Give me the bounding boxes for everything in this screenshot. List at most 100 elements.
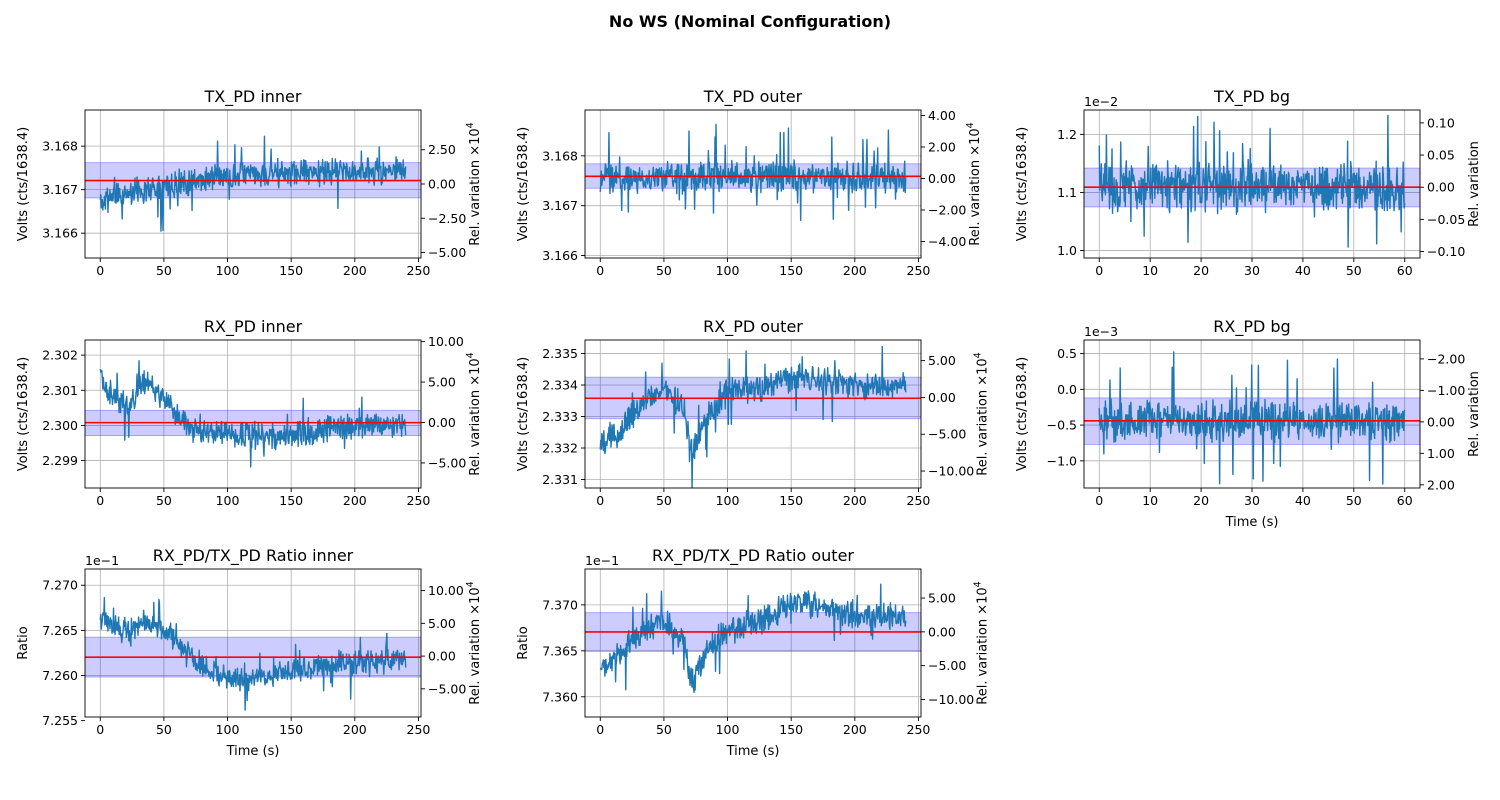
y2-tick-label: 5.00 [928, 591, 956, 606]
subplot-tx-outer: 0 50 100 150 200 250 3.166 3.167 3.168 −4.00 −2.00… [516, 87, 983, 278]
x-tick-label: 40 [1295, 493, 1311, 508]
y-tick-label: 7.370 [542, 597, 578, 612]
y2-axis-label-exponent: 4 [973, 581, 984, 587]
y-axis-label: Volts (cts/1638.4) [1015, 127, 1030, 241]
x-tick-label: 20 [1193, 263, 1209, 278]
y-tick-label: −1.0 [1047, 453, 1077, 468]
axes-frame [584, 339, 922, 489]
y2-tick-label: 10.00 [428, 583, 464, 598]
signal-series [99, 596, 407, 711]
subplot-tx-inner: 0 50 100 150 200 250 3.166 3.167 3.168 −5.00 −2.50… [16, 87, 483, 278]
y-offset-label: 1e−1 [585, 553, 619, 568]
y2-tick-label: −10.00 [928, 692, 974, 707]
y-tick-label: 3.166 [542, 248, 578, 263]
grid [585, 569, 921, 717]
y2-axis-label: Rel. variation [1467, 141, 1482, 227]
y2-tick-label: 0.05 [1427, 148, 1455, 163]
y2-axis-label: Rel. variation [1467, 371, 1482, 457]
x-tick-label: 50 [156, 263, 172, 278]
y2-tick-label: 0.00 [928, 171, 956, 186]
x-tick-label: 250 [407, 493, 431, 508]
y-tick-label: 2.299 [42, 453, 78, 468]
x-axis-label: Time (s) [226, 744, 280, 759]
y2-tick-label: −0.05 [1427, 212, 1465, 227]
subplot-title: RX_PD/TX_PD Ratio inner [153, 546, 354, 566]
y-tick-label: 7.255 [42, 713, 78, 728]
subplot-title: RX_PD inner [204, 317, 303, 337]
x-tick-label: 200 [343, 722, 367, 737]
y2-tick-label: −10.00 [928, 464, 974, 479]
x-tick-label: 50 [156, 722, 172, 737]
y2-axis-label-exponent: 4 [465, 122, 476, 128]
y2-axis-label-exponent: 4 [965, 122, 976, 128]
y2-tick-label: −1.00 [1427, 383, 1465, 398]
signal-series [99, 135, 407, 232]
y-tick-label: 2.331 [542, 472, 578, 487]
x-axis-label: Time (s) [1225, 515, 1279, 530]
subplot-ratio-inner: 0 50 100 150 200 250 7.255 7.260 7.265 7.270 −5.00… [16, 546, 483, 759]
subplot-tx-bg: 0 10 20 30 40 50 60 1.0 1.1 1.2 −0.10 −0.05 0.00 0.05… [1015, 87, 1482, 278]
y2-tick-label: 2.00 [928, 140, 956, 155]
y-tick-label: 2.301 [42, 383, 78, 398]
axes-frame [584, 568, 922, 718]
y-axis-label: Volts (cts/1638.4) [516, 357, 531, 471]
y2-tick-label: −5.00 [928, 427, 966, 442]
x-tick-label: 250 [407, 263, 431, 278]
y-tick-label: 7.270 [42, 578, 78, 593]
x-tick-label: 60 [1397, 263, 1413, 278]
subplot-rx-outer: 0 50 100 150 200 250 2.331 2.332 2.333 2.334 2.335… [516, 317, 991, 508]
x-tick-label: 150 [279, 722, 303, 737]
signal-series [599, 123, 907, 222]
x-tick-label: 50 [156, 493, 172, 508]
y-tick-label: 3.167 [542, 198, 578, 213]
y2-axis-label-exponent: 4 [465, 352, 476, 358]
y-axis-label: Volts (cts/1638.4) [16, 127, 31, 241]
y2-axis-label: Rel. variation ×104 [973, 352, 991, 475]
y-tick-label: 2.334 [542, 378, 578, 393]
y2-tick-label: 0.00 [428, 649, 456, 664]
x-tick-label: 0 [96, 722, 104, 737]
x-tick-label: 40 [1295, 263, 1311, 278]
subplot-title: RX_PD/TX_PD Ratio outer [652, 546, 854, 566]
y-tick-label: 7.365 [542, 643, 578, 658]
x-tick-label: 0 [596, 493, 604, 508]
subplot-rx-bg: 0 10 20 30 40 50 60 −1.0 −0.5 0.0 0.5 −2.00 −1.00 0.0… [1015, 317, 1482, 530]
y2-tick-label: 10.00 [428, 334, 464, 349]
y-tick-label: 1.0 [1057, 243, 1077, 258]
axes-frame [584, 109, 922, 259]
y2-tick-label: 5.00 [428, 375, 456, 390]
y2-tick-label: 0.00 [428, 177, 456, 192]
x-tick-label: 20 [1193, 493, 1209, 508]
x-tick-label: 250 [907, 722, 931, 737]
y-tick-label: 7.360 [542, 689, 578, 704]
x-tick-label: 250 [907, 263, 931, 278]
x-tick-label: 0 [96, 263, 104, 278]
x-tick-label: 0 [596, 722, 604, 737]
subplot-rx-inner: 0 50 100 150 200 250 2.299 2.300 2.301 2.302 −5.00… [16, 317, 483, 508]
x-tick-label: 10 [1142, 493, 1158, 508]
y-tick-label: 1.1 [1057, 185, 1077, 200]
y2-tick-label: −2.00 [928, 202, 966, 217]
x-tick-label: 50 [656, 263, 672, 278]
y-tick-label: 2.300 [42, 418, 78, 433]
axes-frame [84, 339, 422, 489]
y2-tick-label: 0.00 [928, 390, 956, 405]
y2-axis-label: Rel. variation ×104 [465, 352, 483, 475]
y-offset-label: 1e−2 [1084, 94, 1118, 109]
x-tick-label: 50 [1346, 493, 1362, 508]
y2-tick-label: −5.00 [928, 658, 966, 673]
y-axis-label: Ratio [16, 626, 31, 659]
y-axis-label: Ratio [516, 626, 531, 659]
y2-tick-label: 1.00 [1427, 446, 1455, 461]
y-tick-label: 0.0 [1057, 382, 1077, 397]
x-tick-label: 200 [343, 493, 367, 508]
y-axis-label: Volts (cts/1638.4) [16, 357, 31, 471]
y2-tick-label: 2.00 [1427, 477, 1455, 492]
y2-tick-label: 5.00 [428, 616, 456, 631]
y2-tick-label: 4.00 [928, 108, 956, 123]
x-tick-label: 100 [716, 263, 740, 278]
x-tick-label: 250 [907, 493, 931, 508]
y-tick-label: 7.265 [42, 623, 78, 638]
y2-axis-label-exponent: 4 [465, 581, 476, 587]
y2-tick-label: −5.00 [428, 681, 466, 696]
